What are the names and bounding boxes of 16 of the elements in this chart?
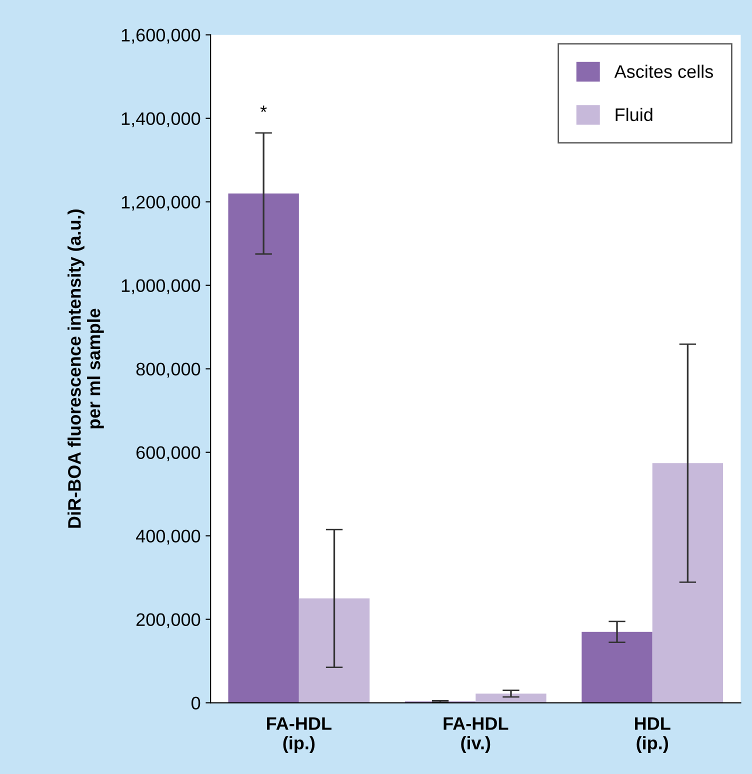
x-tick-label: FA-HDL (iv.) (444, 717, 508, 753)
y-tick-label: 1,000,000 (122, 279, 200, 294)
legend-label: Fluid (616, 108, 652, 122)
y-tick-label: 0 (192, 696, 200, 710)
y-tick-label: 1,400,000 (122, 112, 200, 128)
y-tick-label: 1,200,000 (122, 196, 200, 211)
annotation: * (260, 106, 267, 112)
y-tick-label: 600,000 (136, 446, 200, 462)
y-tick-label: 400,000 (136, 530, 200, 545)
y-tick-label: 200,000 (136, 613, 200, 628)
y-tick-label: 800,000 (136, 362, 200, 378)
x-tick-label: HDL (ip.) (635, 717, 670, 753)
x-tick-label: FA-HDL (ip.) (267, 717, 332, 753)
legend-label: Ascites cells (614, 64, 713, 78)
y-tick-label: 1,600,000 (122, 28, 200, 44)
y-axis-title: DiR-BOA fluorescence intensity (a.u.) per ml sample (68, 210, 104, 528)
